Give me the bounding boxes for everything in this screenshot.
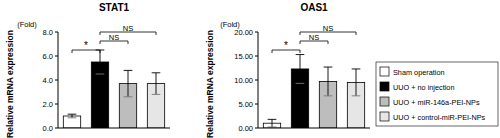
figure: STAT1Relative mRNA expression(Fold)0.02.… <box>0 0 500 138</box>
error-bar <box>124 70 133 96</box>
error-cap <box>324 67 333 68</box>
significance-label: * <box>284 40 288 51</box>
y-tick-label: 15.00 <box>234 52 253 61</box>
significance-bracket: * <box>72 40 100 54</box>
error-cap <box>268 127 277 128</box>
y-axis-label: Relative mRNA expression <box>205 30 215 138</box>
legend-frame <box>376 62 498 126</box>
error-cap <box>124 96 133 97</box>
y-tick-label: 20.00 <box>234 28 253 37</box>
y-axis <box>258 32 259 128</box>
y-tick-label: 4.0 <box>43 76 53 85</box>
error-cap <box>68 114 77 115</box>
significance-label: * <box>84 40 88 51</box>
error-stem <box>272 119 273 127</box>
legend-swatch <box>380 82 389 91</box>
error-cap <box>296 83 305 84</box>
significance-bracket: NS <box>300 24 356 36</box>
error-bar <box>268 119 277 127</box>
legend-swatch <box>380 112 389 121</box>
chart-title: STAT1 <box>99 2 130 13</box>
y-tick-label: 2.0 <box>43 100 53 109</box>
error-cap <box>268 119 277 120</box>
error-cap <box>152 72 161 73</box>
legend-label: UUO + no injection <box>393 83 454 92</box>
panel: OAS1Relative mRNA expression(Fold)0.005.… <box>205 2 370 138</box>
chart-title: OAS1 <box>300 2 328 13</box>
significance-label: NS <box>323 24 333 33</box>
legend-label: UUO + control-miR-PEI-NPs <box>393 113 486 122</box>
y-tick-label: 0.00 <box>238 124 253 133</box>
y-tick-label: 5.00 <box>238 100 253 109</box>
error-cap <box>68 117 77 118</box>
significance-bracket: NS <box>100 33 128 45</box>
error-bar <box>324 67 333 96</box>
y-tick-label: 0.0 <box>43 124 53 133</box>
error-stem <box>72 114 73 118</box>
significance-label: NS <box>309 33 319 42</box>
significance-bracket: * <box>272 40 300 54</box>
legend-label: UUO + miR-146a-PEI-NPs <box>393 98 480 107</box>
legend-swatch <box>380 67 389 76</box>
legend-label: Sham operation <box>393 68 445 77</box>
error-cap <box>296 54 305 55</box>
error-cap <box>96 74 105 75</box>
error-bar <box>96 50 105 74</box>
x-axis <box>258 128 370 129</box>
y-axis-label: Relative mRNA expression <box>5 30 15 138</box>
bar <box>63 116 80 128</box>
error-stem <box>328 67 329 96</box>
y-tick-label: 10.00 <box>234 76 253 85</box>
y-tick-label: 8.0 <box>43 28 53 37</box>
error-bar <box>296 55 305 84</box>
error-cap <box>352 95 361 96</box>
x-axis <box>58 128 170 129</box>
error-stem <box>356 69 357 96</box>
legend-swatch <box>380 97 389 106</box>
significance-label: NS <box>123 24 133 33</box>
error-stem <box>300 55 301 84</box>
error-bar <box>68 114 77 118</box>
error-bar <box>152 73 161 95</box>
significance-bracket: NS <box>100 24 156 36</box>
marks <box>263 55 364 128</box>
error-stem <box>100 50 101 74</box>
y-axis-unit: (Fold) <box>17 20 37 29</box>
error-cap <box>352 68 361 69</box>
error-stem <box>128 70 129 96</box>
significance-bracket: NS <box>300 33 328 45</box>
significance-label: NS <box>109 33 119 42</box>
panel: STAT1 Relative mRNA expression(Fold) 0.0 2.… <box>5 2 170 138</box>
y-axis <box>58 32 59 128</box>
legend: Sham operation UUO + no injection UUO + mi… <box>376 62 498 126</box>
error-cap <box>324 95 333 96</box>
error-cap <box>124 70 133 71</box>
y-tick-label: 6.0 <box>43 52 53 61</box>
error-cap <box>152 94 161 95</box>
marks <box>63 50 164 128</box>
error-bar <box>352 69 361 96</box>
error-stem <box>156 73 157 95</box>
